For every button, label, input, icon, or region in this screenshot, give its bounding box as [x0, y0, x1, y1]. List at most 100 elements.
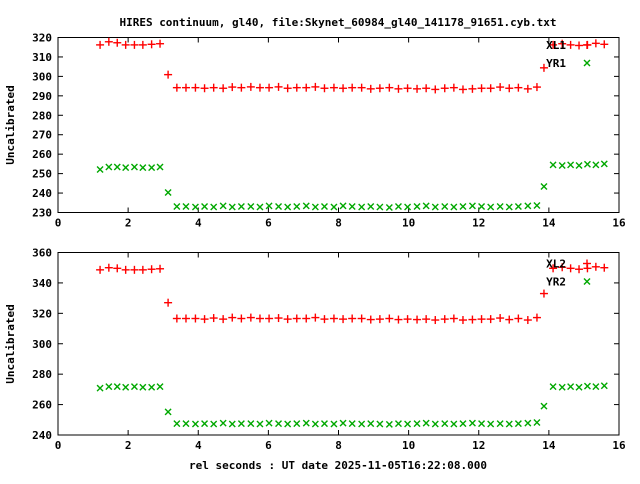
data-point-cross-icon — [330, 420, 338, 428]
data-point-cross-icon — [293, 202, 301, 210]
data-point-cross-icon — [431, 203, 439, 211]
data-point-cross-icon — [348, 202, 356, 210]
x-tick-label: 10 — [402, 439, 415, 452]
data-point-plus-icon — [600, 263, 609, 272]
data-point-cross-icon — [385, 203, 393, 211]
data-point-cross-icon — [311, 203, 319, 211]
data-point-plus-icon — [209, 83, 218, 92]
data-point-cross-icon — [96, 384, 104, 392]
data-point-plus-icon — [523, 316, 532, 325]
data-point-cross-icon — [487, 420, 495, 428]
data-point-plus-icon — [265, 83, 274, 92]
bottom-panel: 0 2 4 6 8 10 12 14 16 240 260 280 300 320 340 360 XL2 YR2 — [32, 247, 626, 453]
data-point-plus-icon — [302, 314, 311, 323]
x-tick-label: 16 — [612, 217, 626, 230]
data-point-plus-icon — [237, 83, 246, 92]
y-tick-label: 290 — [32, 90, 52, 103]
data-point-cross-icon — [558, 161, 566, 169]
data-point-plus-icon — [549, 264, 558, 273]
data-point-cross-icon — [540, 182, 548, 190]
data-point-cross-icon — [404, 203, 412, 211]
data-point-plus-icon — [375, 315, 384, 324]
data-point-plus-icon — [532, 313, 541, 322]
data-point-cross-icon — [228, 420, 236, 428]
data-point-plus-icon — [496, 314, 505, 323]
data-point-plus-icon — [96, 40, 105, 49]
data-point-cross-icon — [265, 419, 273, 427]
data-point-cross-icon — [459, 202, 467, 210]
data-point-plus-icon — [486, 84, 495, 93]
y-tick-label: 320 — [32, 32, 52, 45]
data-point-cross-icon — [320, 202, 328, 210]
data-point-cross-icon — [182, 202, 190, 210]
y-axis-label-bottom: Uncalibrated — [4, 304, 17, 383]
panels-group: 0 2 4 6 8 10 12 14 16230240250260270280290300310… — [32, 32, 626, 453]
x-tick-label: 0 — [55, 439, 62, 452]
data-point-plus-icon — [104, 263, 113, 272]
data-point-cross-icon — [404, 420, 412, 428]
data-point-plus-icon — [283, 84, 292, 93]
data-point-cross-icon — [148, 164, 156, 172]
y-tick-label: 250 — [32, 168, 52, 181]
series-XL1 — [96, 37, 609, 94]
data-point-cross-icon — [441, 202, 449, 210]
data-point-plus-icon — [558, 39, 567, 48]
data-point-plus-icon — [96, 265, 105, 274]
data-point-cross-icon — [385, 420, 393, 428]
data-point-plus-icon — [348, 83, 357, 92]
data-point-cross-icon — [514, 420, 522, 428]
series-YR1 — [96, 160, 608, 211]
data-point-plus-icon — [566, 40, 575, 49]
x-tick-label: 10 — [402, 217, 415, 230]
data-point-cross-icon — [219, 419, 227, 427]
x-tick-label: 8 — [335, 439, 342, 452]
data-point-cross-icon — [122, 383, 130, 391]
data-point-plus-icon — [265, 314, 274, 323]
legend-plus-icon — [583, 259, 591, 268]
data-point-cross-icon — [478, 202, 486, 210]
data-point-cross-icon — [237, 202, 245, 210]
y-tick-label: 260 — [32, 399, 52, 412]
data-point-plus-icon — [385, 83, 394, 92]
data-point-cross-icon — [228, 203, 236, 211]
data-point-plus-icon — [591, 39, 600, 48]
data-point-cross-icon — [96, 166, 104, 174]
data-point-plus-icon — [403, 84, 412, 93]
data-point-cross-icon — [592, 161, 600, 169]
data-point-cross-icon — [164, 188, 172, 196]
series-XL2 — [96, 262, 609, 325]
data-point-cross-icon — [533, 202, 541, 209]
data-point-plus-icon — [219, 315, 228, 324]
data-point-plus-icon — [130, 265, 139, 274]
y-tick-label: 240 — [32, 429, 52, 442]
data-point-cross-icon — [139, 383, 147, 391]
y-tick-label: 240 — [32, 187, 52, 200]
x-tick-label: 12 — [472, 439, 485, 452]
data-point-cross-icon — [558, 383, 566, 391]
y-tick-label: 260 — [32, 148, 52, 161]
data-point-plus-icon — [320, 84, 329, 93]
data-point-plus-icon — [440, 315, 449, 324]
data-point-plus-icon — [172, 314, 181, 323]
data-point-cross-icon — [367, 202, 375, 210]
x-tick-label: 0 — [55, 217, 62, 230]
legend-label-XL2: XL2 — [546, 258, 566, 271]
data-point-plus-icon — [539, 63, 548, 72]
data-point-cross-icon — [191, 203, 199, 211]
data-point-plus-icon — [422, 315, 431, 324]
data-point-plus-icon — [514, 83, 523, 92]
data-point-plus-icon — [477, 84, 486, 93]
legend-sample-XL1 — [583, 41, 591, 49]
data-point-plus-icon — [575, 41, 584, 50]
legend-cross-icon — [583, 278, 591, 285]
data-point-plus-icon — [228, 313, 237, 322]
data-point-cross-icon — [173, 202, 181, 210]
x-tick-label: 2 — [125, 217, 132, 230]
data-point-plus-icon — [121, 265, 130, 274]
data-point-plus-icon — [274, 82, 283, 91]
data-point-cross-icon — [592, 383, 600, 391]
data-point-plus-icon — [255, 314, 264, 323]
data-point-plus-icon — [113, 264, 122, 273]
data-point-cross-icon — [514, 202, 522, 210]
